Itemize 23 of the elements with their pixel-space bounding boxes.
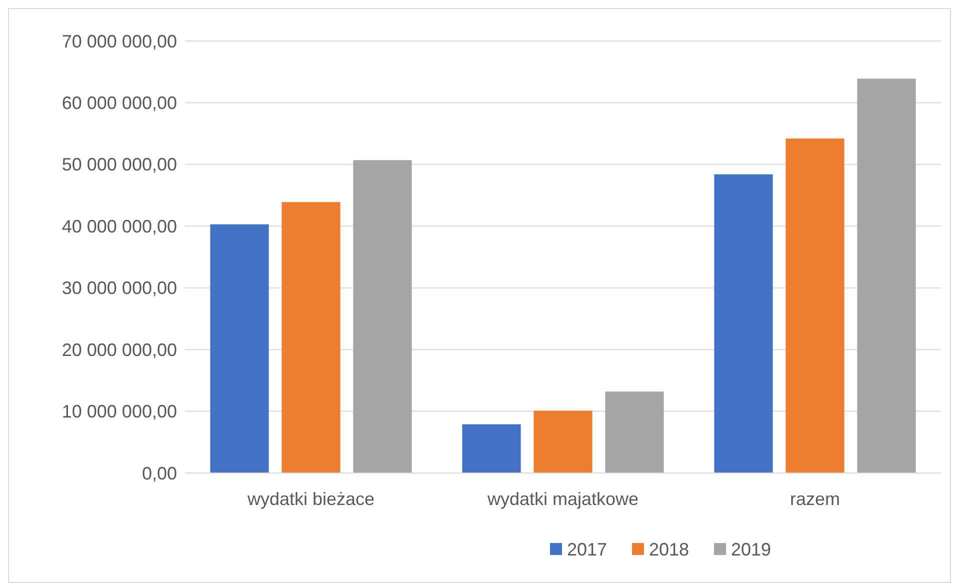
x-tick-label: razem: [790, 489, 840, 509]
y-tick-label: 60 000 000,00: [62, 93, 177, 114]
legend-label: 2018: [649, 539, 690, 560]
bar: [353, 160, 412, 473]
y-tick-label: 0,00: [142, 463, 177, 484]
bar: [534, 410, 592, 473]
y-tick-label: 50 000 000,00: [62, 154, 177, 175]
bar: [462, 424, 521, 473]
bar: [714, 174, 773, 473]
y-tick-label: 10 000 000,00: [62, 402, 177, 422]
bar: [857, 78, 916, 473]
bar: [210, 224, 269, 473]
y-tick-label: 30 000 000,00: [62, 278, 177, 298]
legend-label: 2017: [567, 539, 608, 560]
y-tick-label: 70 000 000,00: [62, 31, 177, 52]
bar: [786, 138, 844, 473]
bar: [282, 202, 340, 473]
bar: [605, 392, 664, 473]
y-tick-label: 20 000 000,00: [62, 340, 177, 360]
x-tick-label: wydatki bieżace: [246, 489, 375, 509]
legend-label: 2019: [731, 539, 772, 560]
y-tick-label: 40 000 000,00: [62, 216, 177, 236]
x-tick-label: wydatki majatkowe: [486, 489, 639, 509]
